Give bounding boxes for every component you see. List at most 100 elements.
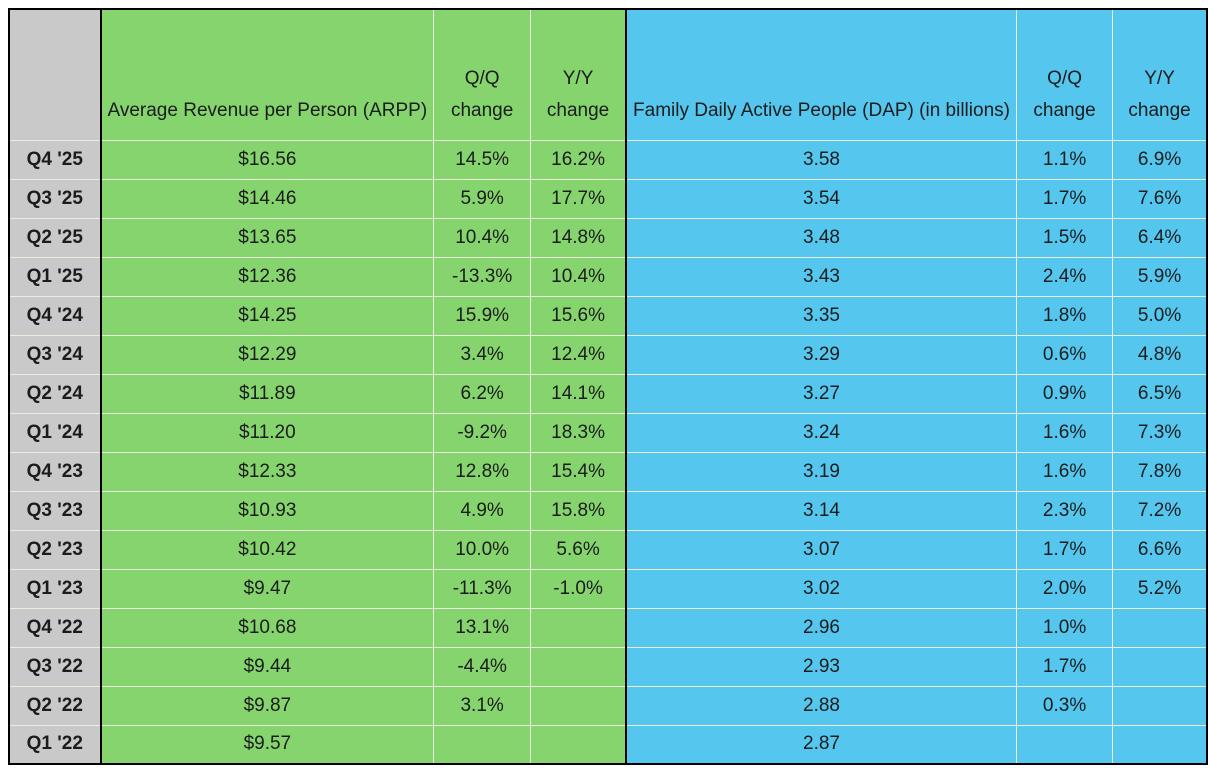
dap-qq-cell[interactable]: 1.1%: [1015, 139, 1114, 180]
dap-qq-cell[interactable]: 2.4%: [1015, 256, 1114, 297]
arpp-qq-cell[interactable]: -9.2%: [433, 412, 532, 453]
row-quarter-cell[interactable]: Q4 '23: [8, 451, 102, 492]
dap-value-cell[interactable]: 3.43: [625, 256, 1017, 297]
arpp-qq-cell[interactable]: 12.8%: [433, 451, 532, 492]
arpp-value-cell[interactable]: $11.89: [100, 373, 435, 414]
arpp-value-cell[interactable]: $9.44: [100, 646, 435, 687]
arpp-value-cell[interactable]: $9.47: [100, 568, 435, 609]
arpp-yy-cell[interactable]: [530, 685, 628, 726]
dap-qq-cell[interactable]: 1.0%: [1015, 607, 1114, 648]
arpp-qq-cell[interactable]: 10.0%: [433, 529, 532, 570]
arpp-yy-cell[interactable]: [530, 724, 628, 765]
row-quarter-cell[interactable]: Q3 '24: [8, 334, 102, 375]
arpp-qq-cell[interactable]: -13.3%: [433, 256, 532, 297]
dap-qq-cell[interactable]: 0.9%: [1015, 373, 1114, 414]
row-quarter-cell[interactable]: Q1 '25: [8, 256, 102, 297]
arpp-qq-cell[interactable]: [433, 724, 532, 765]
dap-yy-cell[interactable]: 5.0%: [1112, 295, 1208, 336]
arpp-yy-cell[interactable]: 18.3%: [530, 412, 628, 453]
row-quarter-cell[interactable]: Q1 '24: [8, 412, 102, 453]
dap-value-cell[interactable]: 3.19: [625, 451, 1017, 492]
dap-qq-cell[interactable]: 0.3%: [1015, 685, 1114, 726]
dap-value-cell[interactable]: 3.54: [625, 178, 1017, 219]
arpp-yy-cell[interactable]: 14.8%: [530, 217, 628, 258]
dap-value-cell[interactable]: 2.96: [625, 607, 1017, 648]
dap-yy-cell[interactable]: 6.6%: [1112, 529, 1208, 570]
arpp-qq-cell[interactable]: 15.9%: [433, 295, 532, 336]
dap-value-cell[interactable]: 3.58: [625, 139, 1017, 180]
arpp-value-cell[interactable]: $10.42: [100, 529, 435, 570]
dap-value-cell[interactable]: 3.35: [625, 295, 1017, 336]
arpp-yy-cell[interactable]: 12.4%: [530, 334, 628, 375]
arpp-yy-cell[interactable]: 15.4%: [530, 451, 628, 492]
corner-cell[interactable]: [8, 8, 102, 141]
arpp-yy-cell[interactable]: 16.2%: [530, 139, 628, 180]
dap-qq-cell[interactable]: 2.0%: [1015, 568, 1114, 609]
arpp-qq-cell[interactable]: -4.4%: [433, 646, 532, 687]
dap-yy-cell[interactable]: 7.6%: [1112, 178, 1208, 219]
dap-value-cell[interactable]: 2.88: [625, 685, 1017, 726]
arpp-yy-cell[interactable]: 15.6%: [530, 295, 628, 336]
arpp-qq-cell[interactable]: 14.5%: [433, 139, 532, 180]
dap-qq-cell[interactable]: 1.5%: [1015, 217, 1114, 258]
dap-header-cell[interactable]: Family Daily Active People (DAP) (in bil…: [625, 8, 1017, 141]
dap-yy-cell[interactable]: 5.9%: [1112, 256, 1208, 297]
arpp-yy-cell[interactable]: -1.0%: [530, 568, 628, 609]
arpp-qq-cell[interactable]: 13.1%: [433, 607, 532, 648]
arpp-qq-cell[interactable]: 10.4%: [433, 217, 532, 258]
dap-yy-cell[interactable]: 7.2%: [1112, 490, 1208, 531]
row-quarter-cell[interactable]: Q4 '25: [8, 139, 102, 180]
dap-yy-cell[interactable]: 5.2%: [1112, 568, 1208, 609]
dap-yy-header-cell[interactable]: Y/Y change: [1112, 8, 1208, 141]
dap-yy-cell[interactable]: [1112, 724, 1208, 765]
arpp-qq-cell[interactable]: 3.1%: [433, 685, 532, 726]
dap-yy-cell[interactable]: [1112, 646, 1208, 687]
arpp-qq-cell[interactable]: 6.2%: [433, 373, 532, 414]
arpp-value-cell[interactable]: $14.46: [100, 178, 435, 219]
arpp-value-cell[interactable]: $9.87: [100, 685, 435, 726]
dap-qq-cell[interactable]: 1.7%: [1015, 529, 1114, 570]
dap-value-cell[interactable]: 3.29: [625, 334, 1017, 375]
dap-value-cell[interactable]: 3.24: [625, 412, 1017, 453]
dap-yy-cell[interactable]: [1112, 685, 1208, 726]
dap-value-cell[interactable]: 2.87: [625, 724, 1017, 765]
row-quarter-cell[interactable]: Q1 '22: [8, 724, 102, 765]
arpp-yy-cell[interactable]: 14.1%: [530, 373, 628, 414]
row-quarter-cell[interactable]: Q2 '25: [8, 217, 102, 258]
arpp-value-cell[interactable]: $12.36: [100, 256, 435, 297]
arpp-yy-cell[interactable]: 15.8%: [530, 490, 628, 531]
row-quarter-cell[interactable]: Q3 '22: [8, 646, 102, 687]
row-quarter-cell[interactable]: Q2 '22: [8, 685, 102, 726]
dap-qq-cell[interactable]: [1015, 724, 1114, 765]
arpp-yy-cell[interactable]: [530, 607, 628, 648]
arpp-qq-cell[interactable]: -11.3%: [433, 568, 532, 609]
dap-yy-cell[interactable]: 6.9%: [1112, 139, 1208, 180]
arpp-yy-cell[interactable]: 5.6%: [530, 529, 628, 570]
arpp-value-cell[interactable]: $10.68: [100, 607, 435, 648]
row-quarter-cell[interactable]: Q4 '24: [8, 295, 102, 336]
dap-qq-cell[interactable]: 1.6%: [1015, 412, 1114, 453]
arpp-value-cell[interactable]: $12.29: [100, 334, 435, 375]
dap-yy-cell[interactable]: 6.5%: [1112, 373, 1208, 414]
arpp-yy-cell[interactable]: 17.7%: [530, 178, 628, 219]
arpp-value-cell[interactable]: $16.56: [100, 139, 435, 180]
dap-value-cell[interactable]: 3.02: [625, 568, 1017, 609]
dap-value-cell[interactable]: 3.48: [625, 217, 1017, 258]
dap-value-cell[interactable]: 3.07: [625, 529, 1017, 570]
dap-yy-cell[interactable]: 7.3%: [1112, 412, 1208, 453]
arpp-value-cell[interactable]: $10.93: [100, 490, 435, 531]
arpp-qq-header-cell[interactable]: Q/Q change: [433, 8, 532, 141]
dap-value-cell[interactable]: 2.93: [625, 646, 1017, 687]
arpp-header-cell[interactable]: Average Revenue per Person (ARPP): [100, 8, 435, 141]
dap-yy-cell[interactable]: 7.8%: [1112, 451, 1208, 492]
arpp-value-cell[interactable]: $14.25: [100, 295, 435, 336]
arpp-yy-cell[interactable]: [530, 646, 628, 687]
arpp-qq-cell[interactable]: 3.4%: [433, 334, 532, 375]
row-quarter-cell[interactable]: Q3 '25: [8, 178, 102, 219]
dap-value-cell[interactable]: 3.14: [625, 490, 1017, 531]
arpp-yy-cell[interactable]: 10.4%: [530, 256, 628, 297]
arpp-qq-cell[interactable]: 5.9%: [433, 178, 532, 219]
dap-yy-cell[interactable]: [1112, 607, 1208, 648]
row-quarter-cell[interactable]: Q2 '24: [8, 373, 102, 414]
row-quarter-cell[interactable]: Q4 '22: [8, 607, 102, 648]
